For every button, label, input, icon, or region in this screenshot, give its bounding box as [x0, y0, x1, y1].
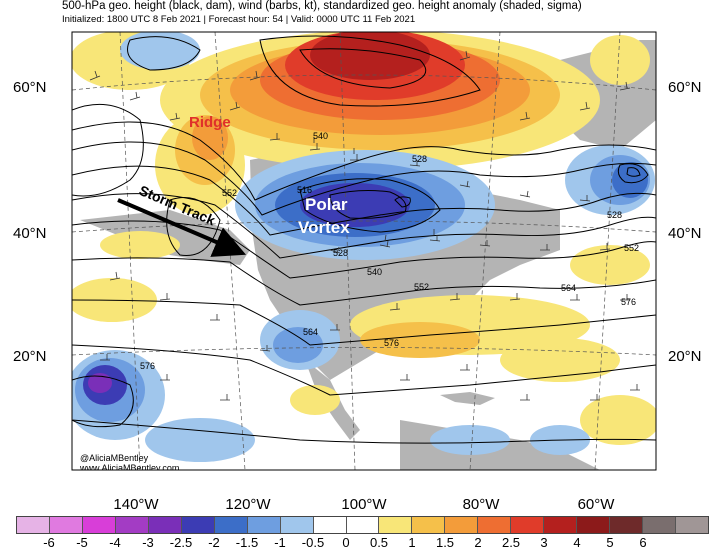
- colorbar-cell: [214, 517, 248, 533]
- contour-label: 552: [624, 243, 639, 253]
- map-frame: [71, 31, 657, 471]
- lat-label: 20°N: [668, 348, 702, 365]
- colorbar-cell: [676, 517, 709, 533]
- credit-handle: @AliciaMBentley: [80, 453, 149, 463]
- colorbar-tick-label: 2.5: [501, 535, 521, 550]
- colorbar-cell: [247, 517, 281, 533]
- height-contours: [72, 35, 656, 444]
- colorbar-tick-label: -4: [109, 535, 121, 550]
- contour-label: 564: [303, 327, 318, 337]
- map-subtitle: Initialized: 1800 UTC 8 Feb 2021 | Forec…: [62, 14, 416, 25]
- colorbar-tick-label: 6: [639, 535, 647, 550]
- contour-labels: 540 528 516 552 528 540 552 564 576 528 …: [140, 131, 639, 371]
- lon-label: 100°W: [341, 496, 387, 513]
- contour-label: 528: [412, 154, 427, 164]
- colorbar-tick-label: -1: [274, 535, 286, 550]
- colorbar-tick-label: -5: [76, 535, 88, 550]
- contour-label: 564: [561, 283, 576, 293]
- map-field: 540 528 516 552 528 540 552 564 576 528 …: [72, 32, 656, 473]
- colorbar-cell: [478, 517, 512, 533]
- colorbar-tick-label: 1.5: [435, 535, 455, 550]
- colorbar-tick-label: 2: [474, 535, 482, 550]
- storm-track-arrow: [117, 198, 247, 257]
- colorbar-tick-label: 0: [342, 535, 350, 550]
- colorbar-cell: [49, 517, 83, 533]
- colorbar-cell: [280, 517, 314, 533]
- lon-label: 120°W: [225, 496, 271, 513]
- contour-label: 576: [384, 338, 399, 348]
- colorbar-tick-label: 4: [573, 535, 581, 550]
- colorbar-cell: [511, 517, 545, 533]
- colorbar-tick-label: -2.5: [169, 535, 193, 550]
- colorbar-tick-label: -0.5: [301, 535, 325, 550]
- colorbar-tick-label: -2: [208, 535, 220, 550]
- lat-label: 20°N: [13, 348, 47, 365]
- colorbar-cell: [17, 517, 50, 533]
- lat-label: 60°N: [668, 79, 702, 96]
- colorbar-cell: [181, 517, 215, 533]
- lat-label: 40°N: [668, 225, 702, 242]
- contour-label: 576: [140, 361, 155, 371]
- contour-label: 528: [333, 248, 348, 258]
- map-header: 500-hPa geo. height (black, dam), wind (…: [62, 0, 722, 26]
- lon-label: 60°W: [578, 496, 616, 513]
- colorbar-cell: [445, 517, 479, 533]
- colorbar-cell: [544, 517, 578, 533]
- colorbar-tick-labels: -6 -5 -4 -3 -2.5 -2 -1.5 -1 -0.5 0 0.5 1 1.5 2 2.5 3 4 5 6: [0, 535, 728, 553]
- colorbar-cell: [577, 517, 611, 533]
- lat-label: 60°N: [13, 79, 47, 96]
- contour-label: 528: [607, 210, 622, 220]
- colorbar-tick-label: 5: [606, 535, 614, 550]
- colorbar-tick-label: -3: [142, 535, 154, 550]
- colorbar-tick-label: 1: [408, 535, 416, 550]
- anomaly-colorbar: [16, 516, 709, 534]
- colorbar-tick-label: 3: [540, 535, 548, 550]
- contour-label: 552: [414, 282, 429, 292]
- colorbar-cell: [82, 517, 116, 533]
- contour-label: 540: [367, 267, 382, 277]
- colorbar-cell: [379, 517, 413, 533]
- contour-label: 576: [621, 297, 636, 307]
- credit-site: www.AliciaMBentley.com: [79, 463, 179, 473]
- wind-barbs: [89, 50, 640, 401]
- colorbar-cell: [148, 517, 182, 533]
- colorbar-cell: [610, 517, 644, 533]
- contour-label: 516: [297, 185, 312, 195]
- colorbar-tick-label: -1.5: [235, 535, 259, 550]
- colorbar-cell: [115, 517, 149, 533]
- latitude-labels-right: 60°N 40°N 20°N: [668, 79, 702, 365]
- lon-label: 140°W: [113, 496, 159, 513]
- colorbar-cell: [346, 517, 380, 533]
- contour-label: 552: [222, 188, 237, 198]
- polar-vortex-annotation-line2: Vortex: [298, 218, 350, 237]
- latitude-labels-left: 60°N 40°N 20°N: [13, 79, 47, 365]
- colorbar-tick-label: 0.5: [369, 535, 389, 550]
- colorbar-cell: [643, 517, 677, 533]
- contour-label: 540: [313, 131, 328, 141]
- lat-label: 40°N: [13, 225, 47, 242]
- colorbar-cell: [412, 517, 446, 533]
- longitude-labels: 140°W 120°W 100°W 80°W 60°W: [113, 496, 615, 513]
- polar-vortex-annotation-line1: Polar: [305, 195, 348, 214]
- map-title: 500-hPa geo. height (black, dam), wind (…: [62, 0, 582, 12]
- colorbar-tick-label: -6: [43, 535, 55, 550]
- colorbar-cell: [313, 517, 347, 533]
- lon-label: 80°W: [463, 496, 501, 513]
- ridge-annotation: Ridge: [189, 114, 231, 131]
